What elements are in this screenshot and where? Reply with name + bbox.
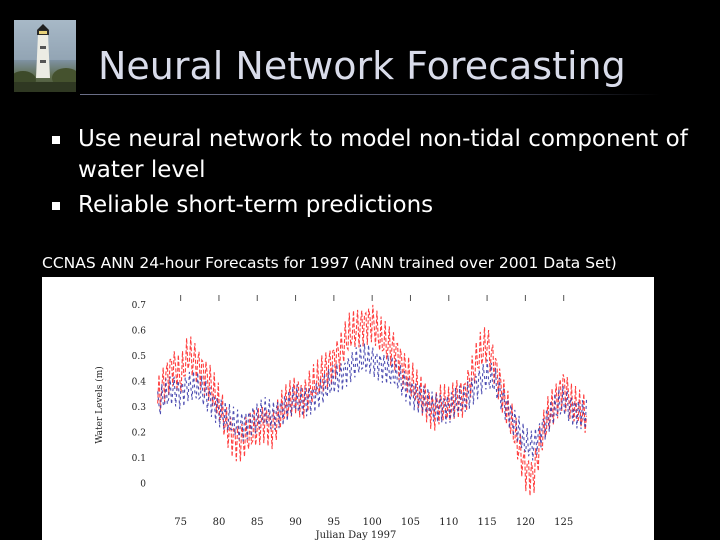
square-bullet-icon — [52, 202, 60, 210]
y-tick-label: 0.3 — [132, 403, 147, 413]
x-tick-label: 105 — [401, 517, 420, 528]
bullet-item: Use neural network to model non-tidal co… — [52, 124, 692, 186]
slide-title: Neural Network Forecasting — [98, 44, 626, 88]
series-blue-line — [157, 343, 588, 461]
lighthouse-icon — [14, 20, 76, 92]
x-tick-label: 75 — [174, 517, 187, 528]
bullet-text: Use neural network to model non-tidal co… — [78, 126, 688, 183]
y-tick-label: 0.7 — [132, 301, 147, 311]
x-tick-label: 90 — [289, 517, 302, 528]
x-tick-label: 95 — [327, 517, 340, 528]
water-level-chart: 0 0.1 0.2 0.3 0.4 0.5 0.6 0.7 75 80 85 90 95 100 105 11… — [94, 295, 588, 540]
bullet-item: Reliable short-term predictions — [52, 190, 692, 221]
y-tick-label: 0.2 — [132, 428, 146, 438]
y-tick-label: 0.6 — [132, 326, 147, 336]
y-axis-label: Water Levels (m) — [94, 366, 105, 444]
bullet-text: Reliable short-term predictions — [78, 192, 434, 218]
square-bullet-icon — [52, 136, 60, 144]
x-tick-label: 85 — [251, 517, 264, 528]
bullet-list: Use neural network to model non-tidal co… — [52, 124, 692, 225]
x-tick-label: 125 — [554, 517, 573, 528]
x-tick-label: 120 — [516, 517, 535, 528]
title-divider — [80, 94, 660, 95]
x-tick-label: 80 — [213, 517, 226, 528]
chart-panel: 0 0.1 0.2 0.3 0.4 0.5 0.6 0.7 75 80 85 90 95 100 105 11… — [42, 277, 654, 540]
x-tick-label: 100 — [363, 517, 382, 528]
y-tick-label: 0.4 — [132, 377, 147, 387]
x-axis-label: Julian Day 1997 — [315, 530, 397, 540]
x-tick-label: 115 — [478, 517, 497, 528]
x-tick-label: 110 — [439, 517, 458, 528]
y-tick-label: 0.1 — [132, 454, 146, 464]
series-red-line — [157, 304, 588, 496]
chart-caption: CCNAS ANN 24-hour Forecasts for 1997 (AN… — [42, 254, 617, 272]
y-tick-label: 0.5 — [132, 352, 147, 362]
y-tick-label: 0 — [140, 479, 146, 489]
